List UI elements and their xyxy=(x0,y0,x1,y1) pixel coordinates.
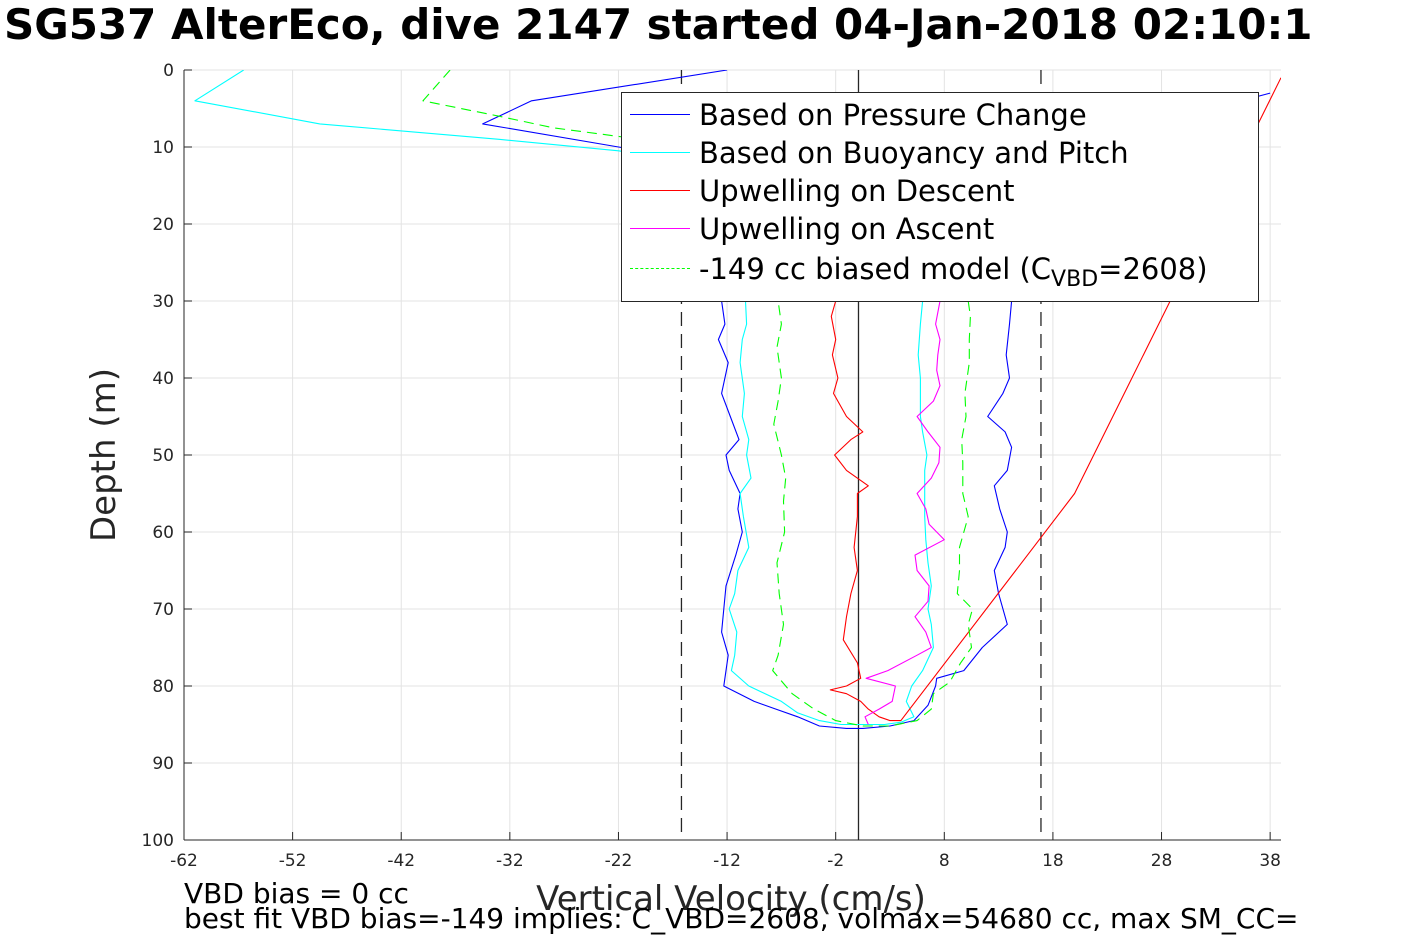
y-tick-label: 30 xyxy=(152,292,174,312)
legend-label-ascent: Upwelling on Ascent xyxy=(699,212,995,246)
y-tick-label: 20 xyxy=(152,215,174,235)
x-tick-label: 8 xyxy=(939,851,950,871)
series-line-2 xyxy=(829,77,1281,722)
x-axis-label: Vertical Velocity (cm/s) xyxy=(536,879,926,919)
legend-item-descent: Upwelling on Descent xyxy=(622,172,1258,210)
series-line-3 xyxy=(864,223,951,725)
legend-label-buoyancy: Based on Buoyancy and Pitch xyxy=(699,136,1129,170)
y-tick-label: 90 xyxy=(152,754,174,774)
y-tick-labels: 0 10 20 30 40 50 60 70 80 90 100 xyxy=(142,61,174,851)
x-tick-label: 18 xyxy=(1042,851,1064,871)
x-tick-label: -2 xyxy=(827,851,844,871)
y-tick-label: 10 xyxy=(152,138,174,158)
legend-item-model: -149 cc biased model (CVBD=2608) xyxy=(622,250,1258,292)
x-tick-label: -42 xyxy=(387,851,415,871)
x-tick-labels: -62 -52 -42 -32 -22 -12 -2 8 18 28 38 xyxy=(170,851,1281,871)
legend-swatch-model xyxy=(630,268,690,269)
series-line-1 xyxy=(194,70,978,726)
legend: Based on Pressure Change Based on Buoyan… xyxy=(621,92,1259,302)
series-line-0 xyxy=(482,70,1271,729)
y-tick-label: 50 xyxy=(152,446,174,466)
y-tick-label: 40 xyxy=(152,369,174,389)
y-tick-label: 70 xyxy=(152,600,174,620)
series-group xyxy=(194,70,1281,729)
y-tick-label: 80 xyxy=(152,677,174,697)
x-tick-label: 38 xyxy=(1259,851,1281,871)
legend-swatch-ascent xyxy=(630,228,690,229)
vbd-bias-note: VBD bias = 0 cc xyxy=(184,877,409,910)
legend-item-pressure: Based on Pressure Change xyxy=(622,96,1258,134)
series-line-4 xyxy=(422,70,1010,727)
legend-label-model: -149 cc biased model (CVBD=2608) xyxy=(699,252,1208,292)
legend-swatch-pressure xyxy=(630,114,690,115)
legend-label-descent: Upwelling on Descent xyxy=(699,174,1015,208)
legend-swatch-buoyancy xyxy=(630,152,690,153)
x-tick-label: 28 xyxy=(1151,851,1173,871)
legend-item-ascent: Upwelling on Ascent xyxy=(622,210,1258,248)
y-tick-label: 0 xyxy=(163,61,174,81)
x-tick-label: -32 xyxy=(496,851,524,871)
y-axis-label: Depth (m) xyxy=(84,367,124,543)
x-tick-label: -62 xyxy=(170,851,198,871)
y-tick-label: 100 xyxy=(142,831,174,851)
best-fit-note: best fit VBD bias=-149 implies: C_VBD=26… xyxy=(184,902,1299,935)
chart-title: SG537 AlterEco, dive 2147 started 04-Jan… xyxy=(4,0,1313,49)
legend-item-buoyancy: Based on Buoyancy and Pitch xyxy=(622,134,1258,172)
x-tick-label: -12 xyxy=(713,851,741,871)
x-tick-label: -52 xyxy=(279,851,307,871)
legend-label-pressure: Based on Pressure Change xyxy=(699,98,1087,132)
legend-swatch-descent xyxy=(630,190,690,191)
y-tick-label: 60 xyxy=(152,523,174,543)
x-tick-label: -22 xyxy=(605,851,633,871)
